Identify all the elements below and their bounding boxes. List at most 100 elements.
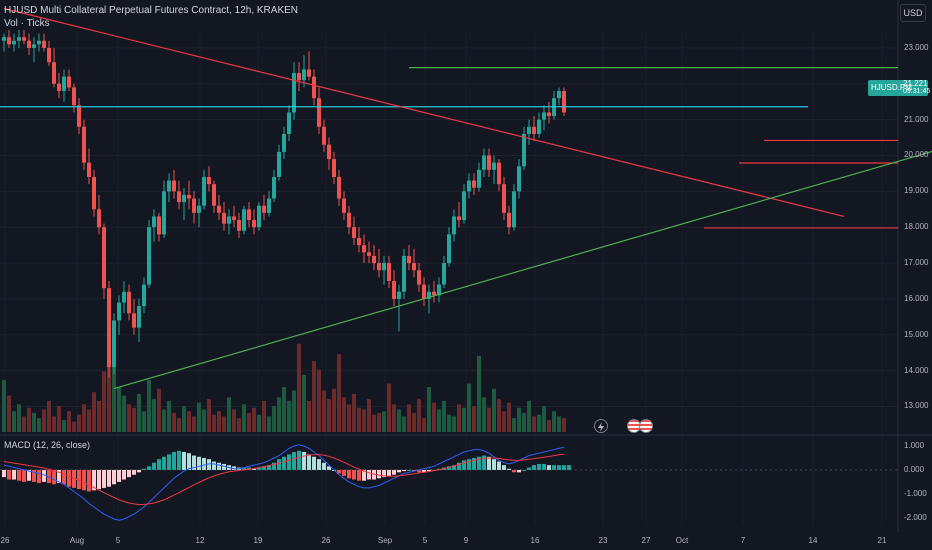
- candle-body: [357, 237, 361, 246]
- macd-histogram-bar: [472, 457, 476, 470]
- volume-bar: [562, 418, 566, 432]
- candle-body: [287, 112, 291, 134]
- macd-histogram-bar: [392, 469, 396, 475]
- time-tick-label: Sep: [377, 536, 393, 545]
- candle-body: [137, 306, 141, 328]
- macd-histogram-bar: [282, 456, 286, 470]
- candle-body: [127, 291, 131, 314]
- volume-bar: [337, 354, 341, 432]
- price-tick-label: 14.000: [904, 365, 929, 375]
- macd-histogram-bar: [557, 465, 561, 470]
- volume-bar: [262, 400, 266, 432]
- macd-histogram-bar: [182, 451, 186, 470]
- macd-histogram-bar: [567, 465, 571, 470]
- macd-histogram-bar: [137, 469, 141, 473]
- volume-bar: [367, 399, 371, 432]
- macd-histogram-bar: [82, 469, 86, 491]
- candle-body: [502, 184, 506, 213]
- macd-histogram-bar: [352, 469, 356, 480]
- macd-histogram-bar: [487, 456, 491, 470]
- chart-title: HJUSD Multi Collateral Perpetual Futures…: [4, 5, 299, 16]
- macd-histogram-bar: [407, 469, 411, 471]
- candle-body: [157, 216, 161, 235]
- macd-histogram-bar: [452, 465, 456, 470]
- volume-bar: [297, 343, 301, 432]
- macd-histogram-bar: [147, 466, 151, 470]
- candle-body: [97, 209, 101, 228]
- candle-body: [167, 180, 171, 192]
- macd-histogram-bar: [197, 456, 201, 470]
- price-tag-symbol: HJUSD.PM: [871, 83, 912, 92]
- volume-bar: [27, 407, 31, 432]
- time-tick-label: 23: [598, 536, 608, 545]
- candle-body: [222, 212, 226, 224]
- volume-bar: [312, 361, 316, 432]
- candle-body: [212, 184, 216, 206]
- volume-bar: [327, 399, 331, 432]
- volume-bar: [32, 412, 36, 432]
- lightning-icon[interactable]: [594, 419, 608, 433]
- volume-bar: [277, 397, 281, 432]
- macd-histogram-bar: [217, 462, 221, 470]
- volume-bar: [272, 406, 276, 432]
- candle-body: [377, 263, 381, 271]
- macd-histogram-bar: [372, 469, 376, 480]
- macd-histogram-bar: [77, 469, 81, 490]
- candle-body: [322, 126, 326, 145]
- volume-bar: [87, 409, 91, 432]
- candle-body: [512, 191, 516, 228]
- candle-body: [22, 37, 26, 41]
- us-flag-icon[interactable]: [639, 419, 653, 433]
- macd-histogram-bar: [102, 469, 106, 488]
- candle-body: [492, 162, 496, 170]
- macd-histogram-bar: [427, 469, 431, 472]
- volume-bar: [242, 404, 246, 432]
- candle-body: [117, 302, 121, 321]
- candle-body: [2, 37, 6, 41]
- macd-histogram-bar: [477, 456, 481, 470]
- volume-bar: [132, 407, 136, 432]
- candle-body: [122, 291, 126, 303]
- macd-histogram-bar: [212, 461, 216, 470]
- candle-body: [437, 284, 441, 296]
- candle-body: [72, 87, 76, 106]
- volume-bar: [137, 393, 141, 432]
- macd-histogram-bar: [402, 469, 406, 472]
- candle-body: [82, 126, 86, 163]
- volume-bar: [167, 400, 171, 432]
- trendline: [113, 150, 932, 390]
- volume-bar: [517, 407, 521, 432]
- macd-histogram-bar: [92, 469, 96, 491]
- candle-body: [142, 284, 146, 307]
- macd-histogram-bar: [342, 469, 346, 476]
- macd-histogram-bar: [327, 466, 331, 470]
- volume-bar: [527, 400, 531, 432]
- macd-histogram-bar: [287, 454, 291, 470]
- candle-body: [307, 69, 311, 77]
- candle-body: [162, 191, 166, 235]
- candle-body: [337, 177, 341, 199]
- macd-histogram-bar: [47, 469, 51, 484]
- candle-body: [532, 126, 536, 134]
- volume-bar: [287, 400, 291, 432]
- candle-body: [517, 166, 521, 192]
- volume-bar: [477, 355, 481, 432]
- currency-button[interactable]: USD: [900, 4, 926, 22]
- macd-histogram-bar: [72, 469, 76, 488]
- volume-bar: [47, 400, 51, 432]
- candle-body: [57, 83, 61, 91]
- candle-body: [272, 177, 276, 199]
- macd-tick-label: 1.000: [904, 440, 925, 450]
- volume-bar: [267, 416, 271, 432]
- macd-histogram-bar: [262, 466, 266, 470]
- macd-histogram-bar: [462, 460, 466, 470]
- last-price-tag: HJUSD.PM 21.221 09:31:45: [868, 79, 930, 96]
- candle-body: [347, 212, 351, 228]
- volume-bar: [72, 421, 76, 432]
- candle-body: [247, 209, 251, 221]
- macd-histogram-bar: [302, 451, 306, 470]
- macd-histogram-bar: [87, 469, 91, 492]
- candle-body: [452, 216, 456, 235]
- volume-bar: [412, 412, 416, 432]
